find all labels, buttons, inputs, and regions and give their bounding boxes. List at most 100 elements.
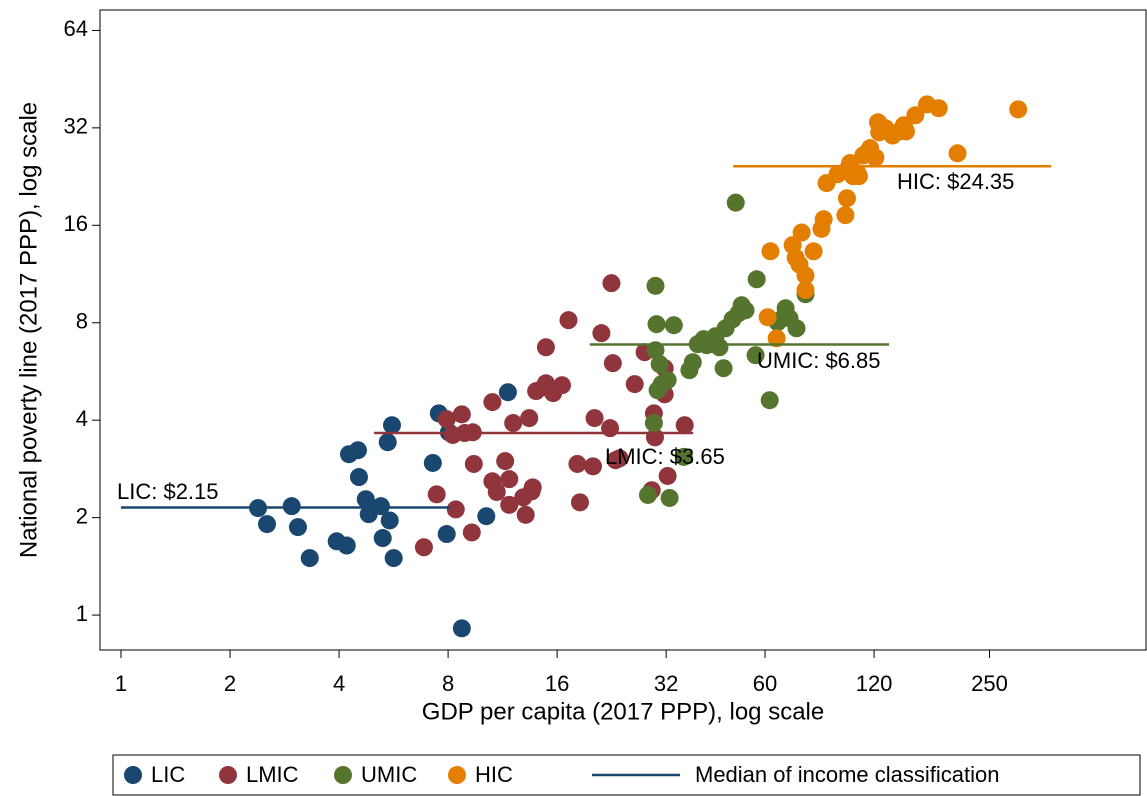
- point: [1009, 100, 1028, 119]
- y-axis-title: National poverty line (2017 PPP), log sc…: [15, 102, 42, 558]
- x-tick-label: 60: [753, 671, 777, 696]
- x-axis-title: GDP per capita (2017 PPP), log scale: [422, 698, 824, 725]
- point: [896, 122, 915, 141]
- x-tick-label: 250: [971, 671, 1008, 696]
- point: [349, 468, 368, 487]
- legend-marker: [448, 766, 466, 784]
- legend-label: Median of income classification: [695, 762, 999, 787]
- point: [796, 280, 815, 299]
- point: [446, 500, 465, 519]
- point: [675, 416, 694, 435]
- legend-label: LIC: [151, 762, 185, 787]
- point: [646, 276, 665, 295]
- point: [792, 223, 811, 242]
- point: [726, 193, 745, 212]
- point: [500, 495, 519, 514]
- point: [948, 144, 967, 163]
- legend-label: HIC: [475, 762, 513, 787]
- point: [602, 274, 621, 293]
- point: [288, 518, 307, 537]
- x-tick-label: 120: [856, 671, 893, 696]
- point: [814, 210, 833, 229]
- point: [601, 419, 620, 438]
- median-label: LIC: $2.15: [117, 479, 219, 504]
- point: [384, 549, 403, 568]
- point: [658, 371, 677, 390]
- point: [585, 409, 604, 428]
- point: [552, 376, 571, 395]
- x-tick-label: 1: [115, 671, 127, 696]
- point: [536, 338, 555, 357]
- y-tick-label: 16: [64, 211, 88, 236]
- point: [837, 189, 856, 208]
- point: [258, 515, 277, 534]
- point: [658, 466, 677, 485]
- point: [437, 410, 456, 429]
- x-tick-label: 2: [224, 671, 236, 696]
- legend-label: UMIC: [361, 762, 417, 787]
- y-tick-label: 2: [76, 503, 88, 528]
- point: [683, 353, 702, 372]
- point: [483, 393, 502, 412]
- plot-frame: [99, 9, 1147, 651]
- point: [746, 346, 765, 365]
- point: [584, 457, 603, 476]
- legend-marker: [334, 766, 352, 784]
- legend-box: [112, 754, 1141, 796]
- median-label: HIC: $24.35: [897, 169, 1014, 194]
- point: [849, 167, 868, 186]
- point: [647, 315, 666, 334]
- point: [487, 482, 506, 501]
- point: [650, 355, 669, 374]
- point: [761, 242, 780, 261]
- point: [371, 497, 390, 516]
- point: [760, 391, 779, 410]
- median-label: UMIC: $6.85: [757, 348, 881, 373]
- point: [382, 416, 401, 435]
- point: [796, 266, 815, 285]
- y-tick-label: 1: [76, 601, 88, 626]
- point: [592, 324, 611, 343]
- point: [348, 441, 367, 460]
- point: [603, 354, 622, 373]
- point: [500, 470, 519, 489]
- point: [906, 106, 925, 125]
- y-tick-label: 8: [76, 309, 88, 334]
- point: [378, 433, 397, 452]
- point: [373, 529, 392, 548]
- point: [664, 316, 683, 335]
- point: [477, 507, 496, 526]
- point: [836, 206, 855, 225]
- point: [523, 478, 542, 497]
- point: [437, 525, 456, 544]
- point: [610, 449, 629, 468]
- point: [929, 99, 948, 118]
- point: [660, 488, 679, 507]
- median-label: LMIC: $3.65: [605, 444, 725, 469]
- y-tick-label: 4: [76, 406, 88, 431]
- point: [644, 414, 663, 433]
- x-tick-label: 32: [654, 671, 678, 696]
- point: [498, 383, 517, 402]
- x-tick-label: 4: [333, 671, 345, 696]
- point: [674, 447, 693, 466]
- point: [710, 338, 729, 357]
- point: [300, 549, 319, 568]
- point: [427, 485, 446, 504]
- point: [380, 511, 399, 530]
- point: [520, 409, 539, 428]
- point: [516, 505, 535, 524]
- point: [496, 452, 515, 471]
- y-tick-label: 64: [64, 16, 88, 41]
- legend-marker: [124, 766, 142, 784]
- point: [625, 375, 644, 394]
- point: [423, 453, 442, 472]
- x-tick-label: 8: [442, 671, 454, 696]
- point: [767, 329, 786, 348]
- point: [866, 148, 885, 167]
- point: [638, 485, 657, 504]
- point: [559, 311, 578, 330]
- x-tick-label: 16: [545, 671, 569, 696]
- point: [570, 493, 589, 512]
